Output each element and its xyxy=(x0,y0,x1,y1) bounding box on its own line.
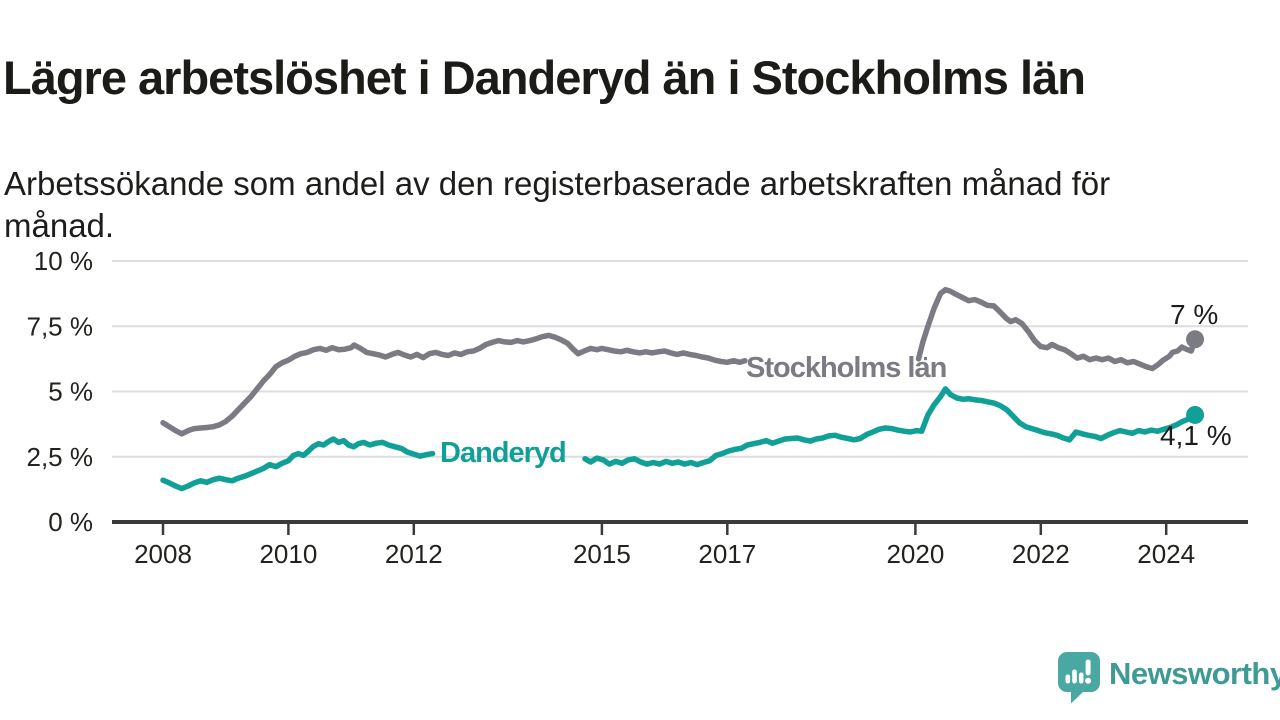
x-tick-label-2010: 2010 xyxy=(259,539,317,569)
y-tick-label-7.5: 7,5 % xyxy=(27,311,94,341)
end-dot-danderyd xyxy=(1186,405,1205,424)
newsworthy-logo[interactable]: Newsworthy xyxy=(1058,652,1280,704)
series-line-stockholms-län-seg0 xyxy=(160,332,748,437)
x-tick-label-2012: 2012 xyxy=(385,539,443,569)
series-line-danderyd-seg0 xyxy=(160,436,436,492)
chart-subtitle: Arbetssökande som andel av den registerb… xyxy=(4,163,1234,247)
chart-title: Lägre arbetslöshet i Danderyd än i Stock… xyxy=(3,51,1086,105)
x-tick-label-2024: 2024 xyxy=(1137,539,1195,569)
series-label-stockholms-lan: Stockholms län xyxy=(746,352,947,384)
series-line-danderyd-seg1 xyxy=(582,386,1198,468)
x-tick-label-2008: 2008 xyxy=(134,539,192,569)
end-value-label-danderyd: 4,1 % xyxy=(1160,420,1232,451)
newsworthy-logo-text: Newsworthy xyxy=(1109,656,1280,691)
y-tick-label-2.5: 2,5 % xyxy=(27,442,94,472)
y-tick-label-10: 10 % xyxy=(34,246,93,276)
series-label-danderyd: Danderyd xyxy=(440,437,567,469)
y-tick-label-5: 5 % xyxy=(48,377,93,407)
chart-subtitle-line1: Arbetssökande som andel av den registerb… xyxy=(4,165,1111,202)
end-value-label-stockholms-lan: 7 % xyxy=(1170,299,1219,330)
x-tick-label-2015: 2015 xyxy=(573,539,631,569)
x-tick-label-2022: 2022 xyxy=(1012,539,1070,569)
newsworthy-logo-icon xyxy=(1058,652,1100,704)
chart-subtitle-line2: månad. xyxy=(4,207,115,245)
x-tick-label-2020: 2020 xyxy=(886,539,944,569)
end-dot-stockholms-län xyxy=(1186,330,1205,349)
y-tick-label-0: 0 % xyxy=(48,507,93,537)
x-tick-label-2017: 2017 xyxy=(698,539,756,569)
series-line-stockholms-län-seg1 xyxy=(915,286,1198,372)
